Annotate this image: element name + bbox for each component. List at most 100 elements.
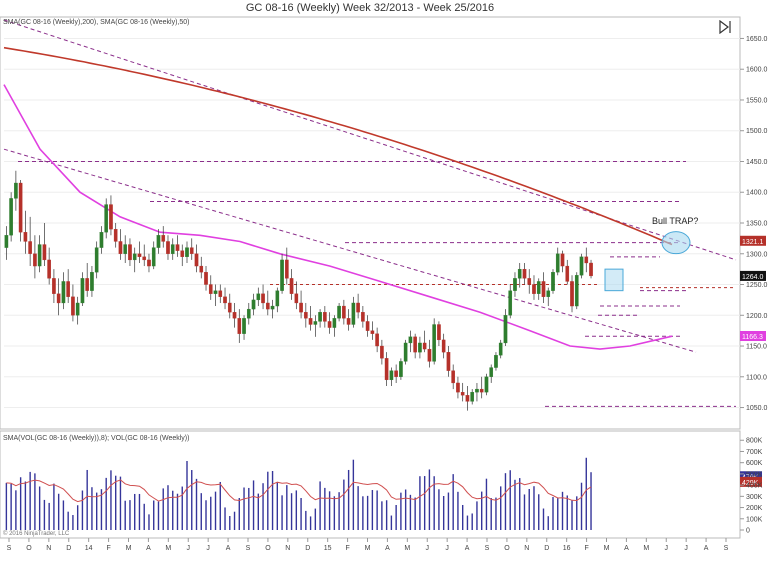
candlestick[interactable]: [71, 284, 75, 322]
candlestick[interactable]: [175, 235, 180, 257]
candlestick[interactable]: [218, 284, 223, 303]
candlestick[interactable]: [237, 309, 242, 343]
candlestick[interactable]: [299, 290, 303, 319]
candlestick[interactable]: [479, 376, 484, 399]
candlestick[interactable]: [546, 287, 551, 307]
candlestick[interactable]: [365, 315, 370, 337]
candlestick[interactable]: [189, 238, 194, 260]
candlestick[interactable]: [308, 306, 313, 331]
candlestick[interactable]: [251, 293, 256, 316]
candlestick[interactable]: [356, 293, 360, 319]
candlestick[interactable]: [560, 250, 565, 273]
candlesticks[interactable]: [4, 170, 593, 411]
candlestick[interactable]: [489, 364, 494, 383]
candlestick[interactable]: [394, 364, 398, 383]
candlestick[interactable]: [37, 235, 42, 273]
candlestick[interactable]: [9, 192, 13, 242]
candlestick[interactable]: [18, 179, 23, 242]
candlestick[interactable]: [327, 312, 332, 334]
candlestick[interactable]: [28, 216, 32, 267]
candlestick[interactable]: [199, 256, 204, 279]
candlestick[interactable]: [275, 287, 280, 313]
candlestick[interactable]: [584, 247, 589, 273]
candlestick[interactable]: [213, 284, 218, 307]
candlestick[interactable]: [123, 235, 128, 263]
candlestick[interactable]: [4, 226, 9, 260]
candlestick[interactable]: [313, 315, 318, 337]
candlestick[interactable]: [33, 235, 37, 279]
candlestick[interactable]: [304, 302, 308, 328]
candlestick[interactable]: [270, 299, 275, 319]
candlestick[interactable]: [109, 195, 113, 236]
candlestick[interactable]: [166, 235, 170, 260]
candlestick[interactable]: [513, 272, 517, 297]
candlestick[interactable]: [446, 346, 451, 377]
candlestick[interactable]: [437, 321, 441, 347]
candlestick[interactable]: [75, 296, 80, 325]
candlestick[interactable]: [346, 309, 351, 331]
volume-bars[interactable]: [5, 457, 592, 530]
candlestick[interactable]: [208, 275, 213, 300]
candlestick[interactable]: [418, 336, 422, 359]
candlestick[interactable]: [574, 272, 579, 310]
candlestick[interactable]: [323, 306, 327, 328]
candlestick[interactable]: [522, 262, 527, 285]
candlestick[interactable]: [465, 386, 470, 411]
candlestick[interactable]: [351, 296, 356, 328]
candlestick[interactable]: [456, 376, 460, 399]
candlestick[interactable]: [380, 339, 384, 365]
candlestick[interactable]: [180, 244, 185, 267]
candlestick[interactable]: [451, 364, 455, 390]
candlestick[interactable]: [132, 247, 137, 273]
candlestick[interactable]: [532, 275, 536, 300]
skip-end-icon[interactable]: [718, 20, 732, 34]
candlestick[interactable]: [408, 330, 413, 353]
candlestick[interactable]: [227, 293, 232, 319]
candlestick[interactable]: [460, 382, 465, 402]
candlestick[interactable]: [194, 244, 199, 273]
candlestick[interactable]: [318, 309, 322, 328]
candlestick[interactable]: [337, 302, 341, 322]
candlestick[interactable]: [99, 226, 104, 254]
candlestick[interactable]: [14, 170, 18, 211]
candlestick[interactable]: [375, 327, 379, 353]
candlestick[interactable]: [137, 241, 142, 263]
candlestick[interactable]: [223, 287, 227, 310]
candlestick[interactable]: [427, 339, 432, 368]
candlestick[interactable]: [170, 238, 175, 260]
candlestick[interactable]: [503, 309, 508, 347]
candlestick[interactable]: [579, 253, 584, 279]
candlestick[interactable]: [498, 339, 503, 359]
candlestick[interactable]: [332, 315, 337, 337]
candlestick[interactable]: [232, 302, 237, 328]
candlestick[interactable]: [570, 275, 574, 313]
candlestick[interactable]: [265, 290, 270, 316]
candlestick[interactable]: [142, 244, 147, 267]
candlestick[interactable]: [285, 247, 289, 285]
candlestick[interactable]: [384, 352, 389, 387]
candlestick[interactable]: [90, 266, 94, 297]
candlestick[interactable]: [113, 223, 118, 248]
candlestick[interactable]: [508, 284, 513, 319]
candlestick[interactable]: [56, 278, 61, 316]
candlestick[interactable]: [484, 373, 489, 396]
candlestick[interactable]: [156, 229, 161, 254]
candlestick[interactable]: [94, 241, 99, 279]
candlestick[interactable]: [422, 330, 427, 353]
candlestick[interactable]: [151, 241, 156, 270]
candlestick[interactable]: [517, 262, 522, 288]
candlestick[interactable]: [61, 272, 66, 310]
candlestick[interactable]: [565, 259, 570, 285]
candlestick[interactable]: [204, 266, 208, 291]
candlestick[interactable]: [280, 253, 284, 294]
candlestick[interactable]: [42, 223, 47, 267]
candlestick[interactable]: [66, 269, 70, 303]
candlestick[interactable]: [441, 333, 446, 359]
candlestick[interactable]: [399, 358, 403, 380]
candlestick[interactable]: [403, 339, 408, 365]
candlestick[interactable]: [389, 367, 394, 387]
candlestick[interactable]: [555, 247, 560, 276]
candlestick[interactable]: [185, 241, 189, 263]
candlestick[interactable]: [413, 333, 417, 359]
